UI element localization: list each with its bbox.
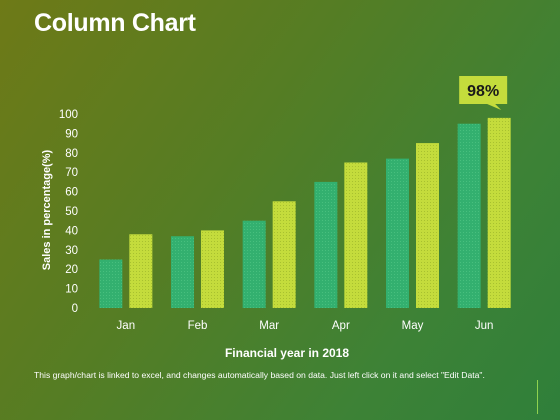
bar-feb-series-2	[201, 230, 224, 308]
callout-label: 98%	[467, 83, 499, 100]
bar-jun-series-2	[487, 117, 511, 308]
x-tick-label: Apr	[332, 320, 350, 332]
x-axis-ticks: Jan Feb Mar Apr May Jun	[117, 320, 494, 332]
y-tick-label: 30	[65, 245, 78, 257]
bar-may-series-1	[386, 158, 409, 308]
y-tick-label: 80	[65, 148, 78, 160]
y-tick-label: 70	[65, 167, 78, 179]
y-tick-label: 0	[72, 303, 78, 315]
bars	[99, 117, 511, 308]
bar-jun-series-1	[457, 123, 481, 308]
y-tick-label: 40	[65, 225, 78, 237]
x-tick-label: Feb	[188, 320, 208, 332]
value-callout: 98%	[459, 76, 508, 110]
x-tick-label: Jun	[475, 320, 494, 332]
x-tick-label: May	[402, 320, 424, 332]
y-axis-ticks: 0 10 20 30 40 50 60 70 80 90 100	[59, 109, 78, 315]
slide-title: Column Chart	[34, 9, 196, 37]
bar-jan-series-2	[129, 234, 153, 308]
y-tick-label: 100	[59, 109, 78, 121]
bar-apr-series-2	[344, 162, 368, 308]
x-tick-label: Mar	[259, 320, 279, 332]
y-tick-label: 20	[65, 264, 78, 276]
bar-feb-series-1	[171, 236, 194, 308]
bar-apr-series-1	[314, 181, 338, 308]
x-axis-label: Financial year in 2018	[225, 346, 349, 360]
x-tick-label: Jan	[117, 320, 136, 332]
bar-mar-series-1	[242, 220, 266, 308]
y-axis-label: Sales in percentage(%)	[41, 149, 53, 270]
y-tick-label: 90	[65, 128, 78, 140]
footer-note: This graph/chart is linked to excel, and…	[34, 370, 485, 380]
y-tick-label: 10	[65, 284, 78, 296]
bar-jan-series-1	[99, 259, 123, 308]
callout-shape	[459, 76, 508, 110]
accent-line	[537, 380, 538, 414]
bar-may-series-2	[416, 143, 439, 308]
y-tick-label: 60	[65, 187, 78, 199]
y-tick-label: 50	[65, 206, 78, 218]
bar-mar-series-2	[272, 201, 296, 308]
